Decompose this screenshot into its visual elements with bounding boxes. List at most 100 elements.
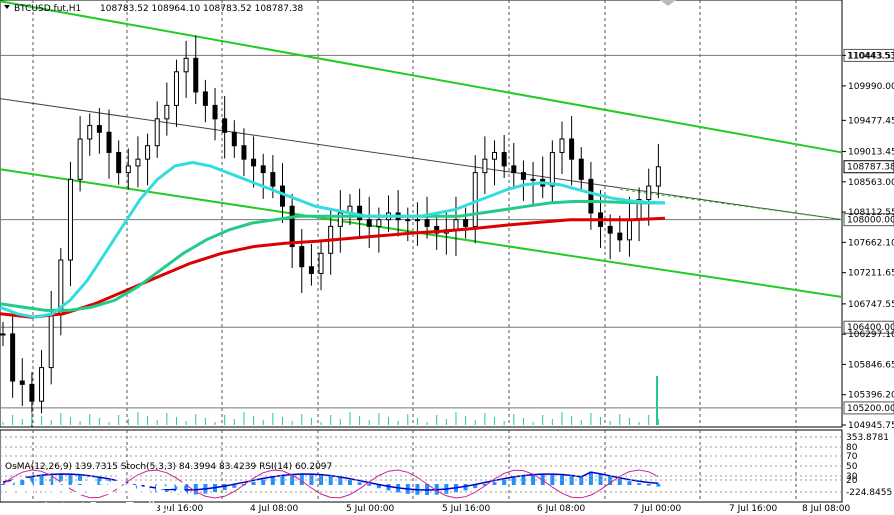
candle-body <box>202 91 208 106</box>
candle-body <box>125 165 131 174</box>
price-pane-frame <box>0 0 843 428</box>
osma-bar <box>270 477 275 485</box>
candle-body <box>289 205 295 248</box>
candle-body <box>530 178 536 181</box>
osma-bar <box>222 484 227 491</box>
price-tick-label: 107211.65 <box>848 269 894 279</box>
osma-bar <box>328 476 333 485</box>
candle-body <box>231 131 237 147</box>
indicator-tick-label: 80 <box>846 443 858 453</box>
osma-bar <box>521 475 526 485</box>
candle-body <box>270 172 276 187</box>
price-tick-label: 105396.20 <box>848 391 894 401</box>
time-label: 4 Jul 08:00 <box>250 504 299 514</box>
dropdown-triangle-icon <box>4 5 10 9</box>
level-label-box <box>843 401 894 415</box>
osma-bar <box>511 477 516 485</box>
candle-body <box>569 138 575 160</box>
candle-body <box>501 151 507 167</box>
candle-body <box>145 145 151 160</box>
level-label-box <box>843 213 894 227</box>
time-label: 5 Jul 00:00 <box>346 504 395 514</box>
candle-body <box>116 151 122 174</box>
osma-bar <box>579 477 584 485</box>
candle-body <box>0 333 6 336</box>
osma-bar <box>357 482 362 485</box>
time-label: 5 Jul 16:00 <box>442 504 491 514</box>
candle-body <box>299 246 305 268</box>
osma-bar <box>482 484 487 486</box>
osma-bar <box>617 478 622 485</box>
osma-bar <box>347 479 352 485</box>
osma-bar <box>290 474 295 485</box>
scroll-marker-icon[interactable] <box>660 0 676 6</box>
price-tick-label: 106747.55 <box>848 300 894 310</box>
candle-body <box>279 185 285 207</box>
osma-bar <box>656 484 661 487</box>
watermark-tagline: Instant Forex Trading <box>44 500 171 514</box>
candle-body <box>405 219 411 222</box>
candle-body <box>520 172 526 180</box>
osma-bar <box>550 474 555 485</box>
osma-bar <box>588 471 593 485</box>
candle-body <box>626 219 632 241</box>
price-tick-label: 105846.65 <box>848 360 894 370</box>
candle-body <box>511 165 517 174</box>
candle-body <box>48 313 54 369</box>
candle-body <box>308 266 314 274</box>
candle-body <box>424 219 430 227</box>
level-label-box <box>843 320 894 334</box>
candle-body <box>588 178 594 214</box>
osma-bar <box>1 484 5 485</box>
candle-body <box>472 172 478 227</box>
candle-body <box>135 158 141 167</box>
candle-body <box>67 178 73 261</box>
candle-body <box>559 138 565 153</box>
osma-bar <box>145 484 150 491</box>
level-label: 106400.00 <box>847 323 894 333</box>
osma-bar <box>531 474 536 485</box>
osma-bar <box>473 484 478 489</box>
candle-body <box>463 219 469 227</box>
osma-bar <box>20 479 25 485</box>
candle-body <box>19 380 25 385</box>
osma-bar <box>386 484 391 491</box>
indicator-tick-label: 70 <box>846 452 858 462</box>
candle-body <box>655 166 661 187</box>
osma-bar <box>502 479 507 485</box>
candle-body <box>77 138 83 180</box>
candle-body <box>251 158 257 167</box>
time-label: 7 Jul 00:00 <box>633 504 682 514</box>
candle-body <box>617 232 623 241</box>
osma-bar <box>261 479 266 485</box>
osma-bar <box>598 473 603 485</box>
candle-body <box>318 252 324 274</box>
osma-bar <box>280 475 285 485</box>
osma-bar <box>540 474 545 485</box>
price-tick-label: 109477.45 <box>848 116 894 126</box>
candle-body <box>646 185 652 201</box>
ohlc-readout: 108783.52 108964.10 108783.52 108787.38 <box>100 4 304 14</box>
ma-fast-line <box>0 160 666 319</box>
level-label: 110443.53 <box>847 51 894 61</box>
indicator-tick-label: 20 <box>846 476 858 486</box>
candles <box>0 35 661 428</box>
candle-body <box>241 145 247 160</box>
osma-bar <box>107 480 112 485</box>
osma-bar <box>367 484 372 486</box>
level-label: 105200.00 <box>847 404 894 414</box>
ma-slow-line <box>0 216 666 319</box>
osma-bar <box>87 476 92 485</box>
candle-body <box>39 367 45 402</box>
candle-body <box>453 219 459 231</box>
stoch-line <box>2 469 659 499</box>
chart-header: BTCUSD.fut,H1 <box>14 4 81 14</box>
candle-body <box>212 104 218 120</box>
osma-bar <box>251 481 256 485</box>
osma-bar <box>646 484 651 486</box>
osma-bar <box>126 484 131 487</box>
candle-body <box>154 118 160 147</box>
